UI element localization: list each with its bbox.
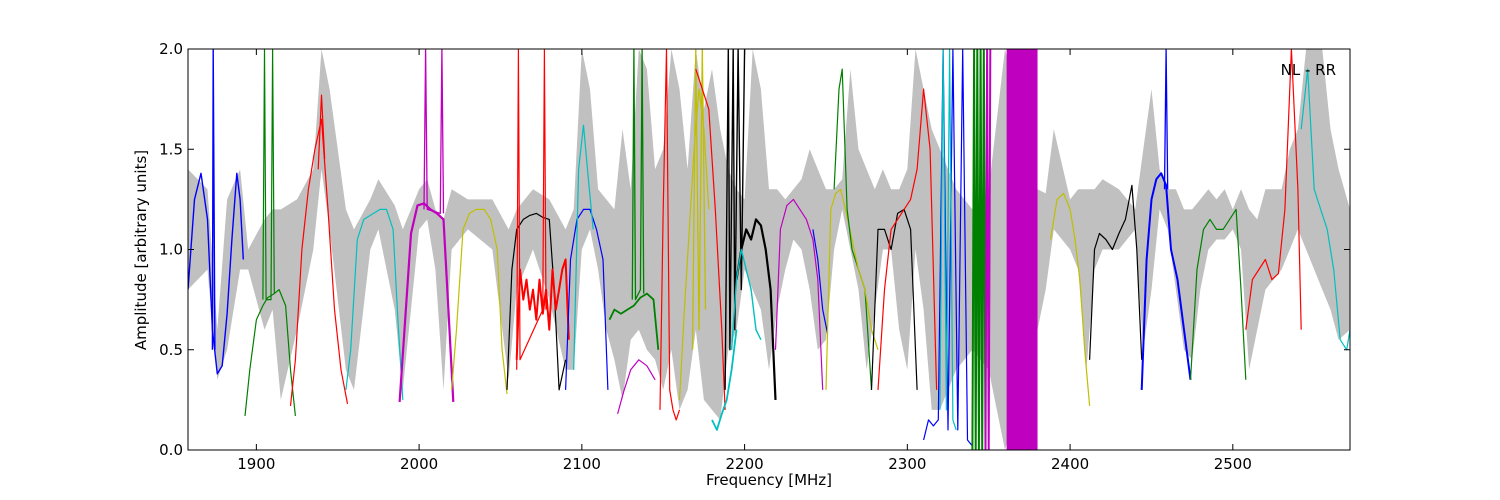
series-line-27 — [812, 229, 829, 334]
series-line-11 — [515, 258, 570, 360]
x-tick-label: 2400 — [1051, 455, 1089, 473]
series-line-42 — [1245, 49, 1302, 330]
amplitude-envelope — [188, 49, 1350, 450]
series-line-32 — [877, 88, 938, 390]
series-line-39 — [1140, 172, 1192, 390]
x-tick-label: 2500 — [1214, 455, 1252, 473]
series-line-8 — [423, 49, 445, 215]
series-line-4 — [289, 118, 349, 406]
plot-annotation: NL - RR — [1281, 61, 1336, 79]
series-line-34 — [939, 49, 957, 431]
y-axis-label: Amplitude [arbitrary units] — [132, 150, 150, 350]
series-line-22 — [711, 329, 738, 431]
series-line-43 — [1300, 68, 1350, 351]
series-line-35 — [971, 49, 987, 450]
series-line-0 — [188, 172, 244, 375]
series-line-38 — [1049, 192, 1091, 406]
series-line-21 — [695, 68, 726, 410]
y-tick-label: 1.5 — [159, 140, 183, 158]
series-line-24 — [735, 218, 777, 400]
series-line-14 — [573, 124, 594, 370]
x-tick-label: 2100 — [563, 455, 601, 473]
plot-area — [188, 49, 1350, 450]
series-line-13 — [565, 208, 609, 390]
y-tick-label: 0.0 — [159, 441, 183, 459]
series-line-40 — [1163, 49, 1169, 190]
series-line-20 — [691, 49, 707, 350]
series-line-41 — [1189, 208, 1247, 380]
series-line-16 — [631, 49, 645, 301]
series-line-31 — [870, 208, 918, 390]
x-tick-label: 2200 — [725, 455, 763, 473]
series-line-28 — [825, 188, 853, 390]
series-line-17 — [617, 359, 656, 415]
axis-ticks: 1900 2000 2100 2200 2300 2400 2500 0.0 0.5 1.0 1.5… — [159, 40, 1350, 473]
series-line-15 — [608, 292, 660, 350]
series-line-6 — [345, 208, 404, 400]
magenta-band-block — [1006, 49, 1038, 450]
series-line-9 — [451, 208, 508, 394]
series-line-5 — [317, 94, 326, 170]
series-line-37 — [1089, 184, 1143, 360]
series-line-25 — [730, 248, 762, 350]
series-line-12 — [516, 49, 547, 370]
y-tick-label: 0.5 — [159, 341, 183, 359]
x-tick-label: 2300 — [888, 455, 926, 473]
y-tick-label: 2.0 — [159, 40, 183, 58]
series-line-3 — [262, 49, 275, 301]
series-line-36 — [984, 49, 992, 450]
series-line-10 — [506, 212, 567, 391]
series-line-18 — [659, 49, 681, 421]
series-line-33 — [923, 49, 973, 447]
series-line-1 — [211, 49, 216, 350]
series-line-26 — [774, 198, 824, 390]
x-axis-label: Frequency [MHz] — [706, 471, 832, 489]
x-tick-label: 1900 — [237, 455, 275, 473]
x-tick-label: 2000 — [400, 455, 438, 473]
y-tick-label: 1.0 — [159, 241, 183, 259]
